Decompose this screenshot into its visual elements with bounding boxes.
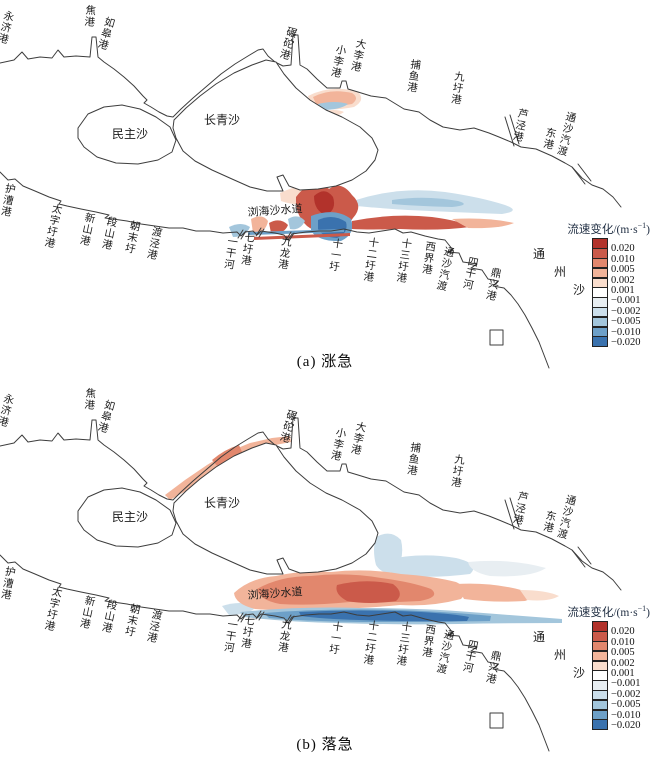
legend-tick-label: 0.010 (611, 253, 635, 265)
legend-tick-label: −0.001 (611, 295, 641, 307)
legend-color-box (592, 336, 608, 347)
legend-tick-label: −0.001 (611, 678, 641, 690)
legend-tick-label: −0.010 (611, 326, 641, 338)
flow-patch (313, 91, 356, 106)
legend-tick-label: 0.005 (611, 647, 635, 659)
legend-tick-label: 0.010 (611, 636, 635, 648)
flow-patch (520, 590, 559, 601)
legend-tick-label: 0.001 (611, 285, 635, 296)
panel-b: 永济港 焦港 如皋港 碾砣港 小李港 大李港 捕鱼港 九圩港 芦泾港 东港 通沙汽渡 民主沙 长青沙 浏海… (0, 383, 650, 766)
map-a (0, 34, 622, 369)
flow-patch (254, 233, 350, 240)
legend-tick-label: −0.002 (611, 305, 641, 317)
legend-tick-label: −0.010 (611, 709, 641, 721)
legend-tick-label: 0.002 (611, 657, 635, 669)
legend-title-suffix: ) (646, 607, 650, 619)
flow-patch (314, 191, 335, 215)
flow-patch (318, 216, 347, 238)
flow-patch (212, 445, 242, 468)
legend-title-suffix: ) (646, 224, 650, 236)
caption-a: (a) 涨急 (296, 354, 354, 370)
flow-patch (318, 102, 348, 110)
legend-title-text: 流速变化/(m·s (567, 607, 638, 619)
legend-tick-label: −0.020 (611, 720, 641, 731)
flow-change-patches-b (165, 436, 562, 625)
flow-patch (299, 610, 469, 622)
flow-change-patches-a (229, 88, 514, 242)
legend-colorbar (592, 621, 608, 730)
legend-title-superscript: −1 (637, 604, 647, 614)
legend-tick-label: 0.020 (611, 243, 635, 255)
flow-patch (336, 581, 400, 603)
flow-patch (468, 560, 546, 577)
legend-tick-label: −0.005 (611, 699, 641, 711)
panel-a: 永济港 焦港 如皋港 碾砣港 小李港 大李港 捕鱼港 九圩港 芦泾港 东港 通沙汽渡 民主沙 长青沙 浏海… (0, 4, 650, 370)
legend-tick-labels: 0.020 0.010 0.005 0.002 0.001 −0.001 −0.002 −0.… (611, 622, 650, 740)
legend-a: 流速变化/(m·s−1) 0.020 0.010 0.005 0.002 0.001 −0… (540, 221, 650, 359)
map-b (0, 417, 622, 752)
flow-patch (385, 555, 474, 577)
legend-tick-label: 0.001 (611, 668, 635, 679)
legend-title: 流速变化/(m·s−1) (536, 604, 650, 620)
flow-patch (456, 583, 532, 602)
flow-patch (352, 215, 470, 230)
flow-patch (392, 197, 464, 207)
legend-title-text: 流速变化/(m·s (567, 224, 638, 236)
legend-title: 流速变化/(m·s−1) (536, 221, 650, 237)
legend-title-superscript: −1 (637, 221, 647, 231)
legend-tick-label: −0.005 (611, 316, 641, 328)
legend-tick-labels: 0.020 0.010 0.005 0.002 0.001 −0.001 −0.002 −0.… (611, 239, 650, 357)
flow-patch (288, 216, 305, 230)
legend-tick-label: 0.005 (611, 264, 635, 276)
legend-tick-label: 0.002 (611, 274, 635, 286)
legend-tick-label: 0.020 (611, 626, 635, 638)
flow-patch (452, 218, 514, 229)
caption-b: (b) 落急 (296, 737, 354, 753)
legend-tick-label: −0.020 (611, 337, 641, 348)
legend-color-box (592, 719, 608, 730)
legend-tick-label: −0.002 (611, 688, 641, 700)
flow-patch (269, 220, 288, 234)
legend-b: 流速变化/(m·s−1) 0.020 0.010 0.005 0.002 0.001 −0… (540, 604, 650, 742)
legend-colorbar (592, 238, 608, 347)
